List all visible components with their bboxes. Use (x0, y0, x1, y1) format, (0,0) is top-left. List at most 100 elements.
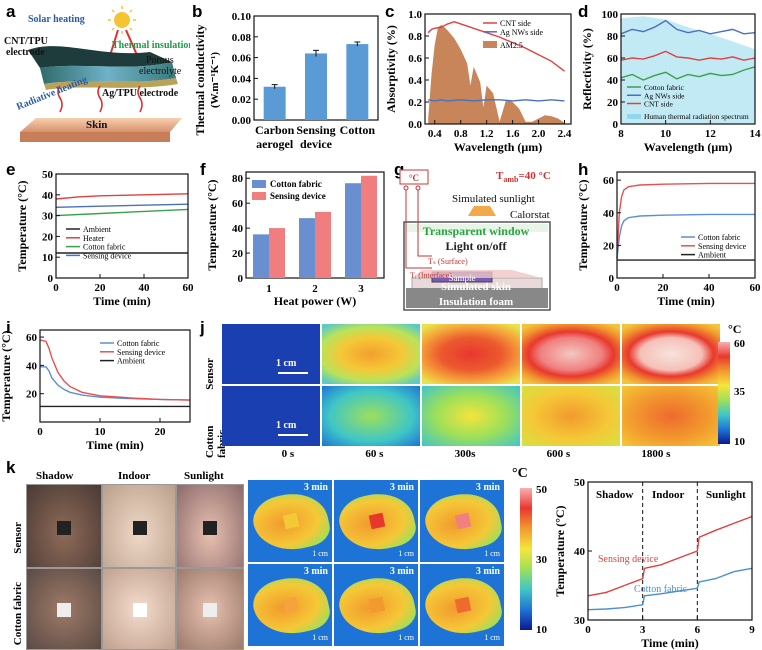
x-tick-label: 12 (705, 128, 717, 140)
series-cotton-fabric (620, 66, 756, 81)
series-am2-5 (428, 25, 565, 124)
legend-entry: Human thermal radiation spectrum (644, 112, 749, 121)
y-tick-label: 20 (232, 248, 244, 260)
legend-swatch (252, 180, 266, 188)
scale-bar (278, 434, 308, 436)
sample-square (282, 596, 300, 614)
y-tick-label: 50 (42, 169, 54, 181)
y-tick-label: 20 (603, 240, 615, 252)
panel-label-c: c (385, 2, 395, 21)
time-label: 3 min (389, 482, 414, 493)
panel-label-h: h (578, 160, 589, 179)
j-time-2: 300s (454, 448, 476, 460)
label-solar-heating: Solar heating (28, 14, 85, 25)
plot-frame (587, 481, 753, 621)
transparent-window-label: Transparent window (423, 224, 530, 238)
scale-label: 1 cm (484, 633, 500, 642)
thermometer-icon (399, 169, 429, 185)
sensing-device-annotation: Sensing device (598, 554, 659, 565)
x-category-label: Sensing (296, 123, 335, 137)
y-tick-label: 80 (232, 173, 244, 185)
time-label: 3 min (475, 482, 500, 493)
x-category-label: aerogel (256, 137, 294, 151)
j-sensor-thermal-4 (622, 324, 720, 384)
bar (345, 183, 361, 278)
y-tick-label: 0.00 (232, 115, 252, 127)
x-tick-label: 9 (749, 624, 755, 636)
y-tick-label: 0.10 (232, 11, 252, 23)
x-tick-label: 0 (37, 426, 43, 438)
panel-c-chart: 0.0 0.2 0.4 0.6 0.8 1.0 0.4 0.8 1.2 1.6 2.0 2.4 Wave… (384, 9, 572, 154)
series-sensing-device (39, 339, 191, 401)
legend-entry: CNT side (500, 19, 531, 28)
j-cotton-thermal-1 (322, 386, 420, 446)
j-max: 60 (734, 338, 745, 350)
y-tick-label: 50 (574, 477, 586, 489)
x-axis-label: Time (min) (641, 636, 698, 650)
y-tick-label: 0.8 (408, 31, 422, 43)
panel-label-e: e (6, 160, 16, 179)
k-row-sensor: Sensor (12, 522, 24, 554)
y-tick-label: 20 (42, 231, 54, 243)
legend-entry: Ag NWs side (500, 28, 544, 37)
series-cnt-side (620, 50, 756, 61)
legend-entry: Ambient (117, 357, 146, 366)
x-category-label: device (300, 137, 333, 151)
y-tick-label: 0.0 (408, 119, 422, 131)
x-tick-label: 6 (695, 624, 701, 636)
j-cotton-thermal-2 (422, 386, 520, 446)
j-unit: °C (728, 322, 742, 336)
time-label: 3 min (303, 566, 328, 577)
legend-entry: Ambient (83, 225, 112, 234)
porous-layer (40, 62, 176, 84)
legend-entry: AM2.5 (500, 41, 523, 50)
k-cotton-thermal-0: 3 min 1 cm (248, 564, 332, 646)
label-electrolyte: electrolyte (139, 66, 182, 77)
panel-label-f: f (200, 160, 206, 179)
x-tick-label: 2.4 (558, 128, 572, 140)
scale-label: 1 cm (276, 358, 297, 369)
y-axis-label: Reflectivity (%) (580, 28, 594, 110)
legend-entry: Cotton fabric (117, 339, 160, 348)
panel-label-d: d (578, 2, 589, 21)
photo-sunlight-cotton (176, 568, 244, 650)
x-axis-label: Time (min) (86, 438, 143, 452)
y-tick-label: 80 (607, 31, 619, 43)
foam-label: Insulation foam (439, 296, 513, 308)
y-tick-label: 60 (607, 53, 619, 65)
panel-label-a: a (6, 2, 16, 21)
photo-indoor-sensor (102, 484, 176, 568)
y-tick-label: 0 (613, 119, 619, 131)
panel-h-chart: 0 20 40 60 0 20 40 60 Time (min) Temperature (°C)… (577, 171, 761, 308)
photo-indoor-cotton (102, 568, 176, 650)
label-porous: Porous (146, 55, 174, 66)
panel-k: Shadow Indoor Sunlight Sensor Cotton fab… (0, 458, 762, 650)
y-tick-label: 40 (232, 223, 244, 235)
x-tick-label: 40 (704, 282, 716, 294)
legend-swatch (483, 41, 497, 48)
k-col-shadow: Shadow (36, 470, 74, 482)
y-tick-label: 0 (609, 273, 615, 285)
scale-label: 1 cm (312, 633, 328, 642)
y-tick-label: 100 (602, 9, 619, 21)
x-tick-label: 1.6 (506, 128, 520, 140)
k-row-cotton: Cotton fabric (12, 582, 24, 646)
y-tick-label: 30 (42, 211, 54, 223)
tamb-label: Tamb=40 °C (496, 170, 551, 184)
bar (299, 218, 315, 278)
scale-label: 1 cm (276, 420, 297, 431)
k-sensor-thermal-2: 3 min 1 cm (420, 480, 504, 562)
label-thermal: Thermal insulation (112, 40, 190, 51)
y-tick-label: 60 (26, 332, 38, 344)
phase-sunlight: Sunlight (706, 489, 746, 501)
k-col-sunlight: Sunlight (184, 470, 224, 482)
x-tick-label: 10 (95, 426, 107, 438)
y-tick-label: 0.04 (232, 73, 252, 85)
j-sensor-thermal-1 (322, 324, 420, 384)
x-tick-label: 0 (53, 282, 59, 294)
phase-indoor: Indoor (652, 489, 685, 501)
j-sensor-thermal-3 (522, 324, 620, 384)
j-cotton-thermal-0: 1 cm (222, 386, 320, 446)
scale-bar (278, 372, 308, 374)
x-tick-label: 1.2 (480, 128, 494, 140)
